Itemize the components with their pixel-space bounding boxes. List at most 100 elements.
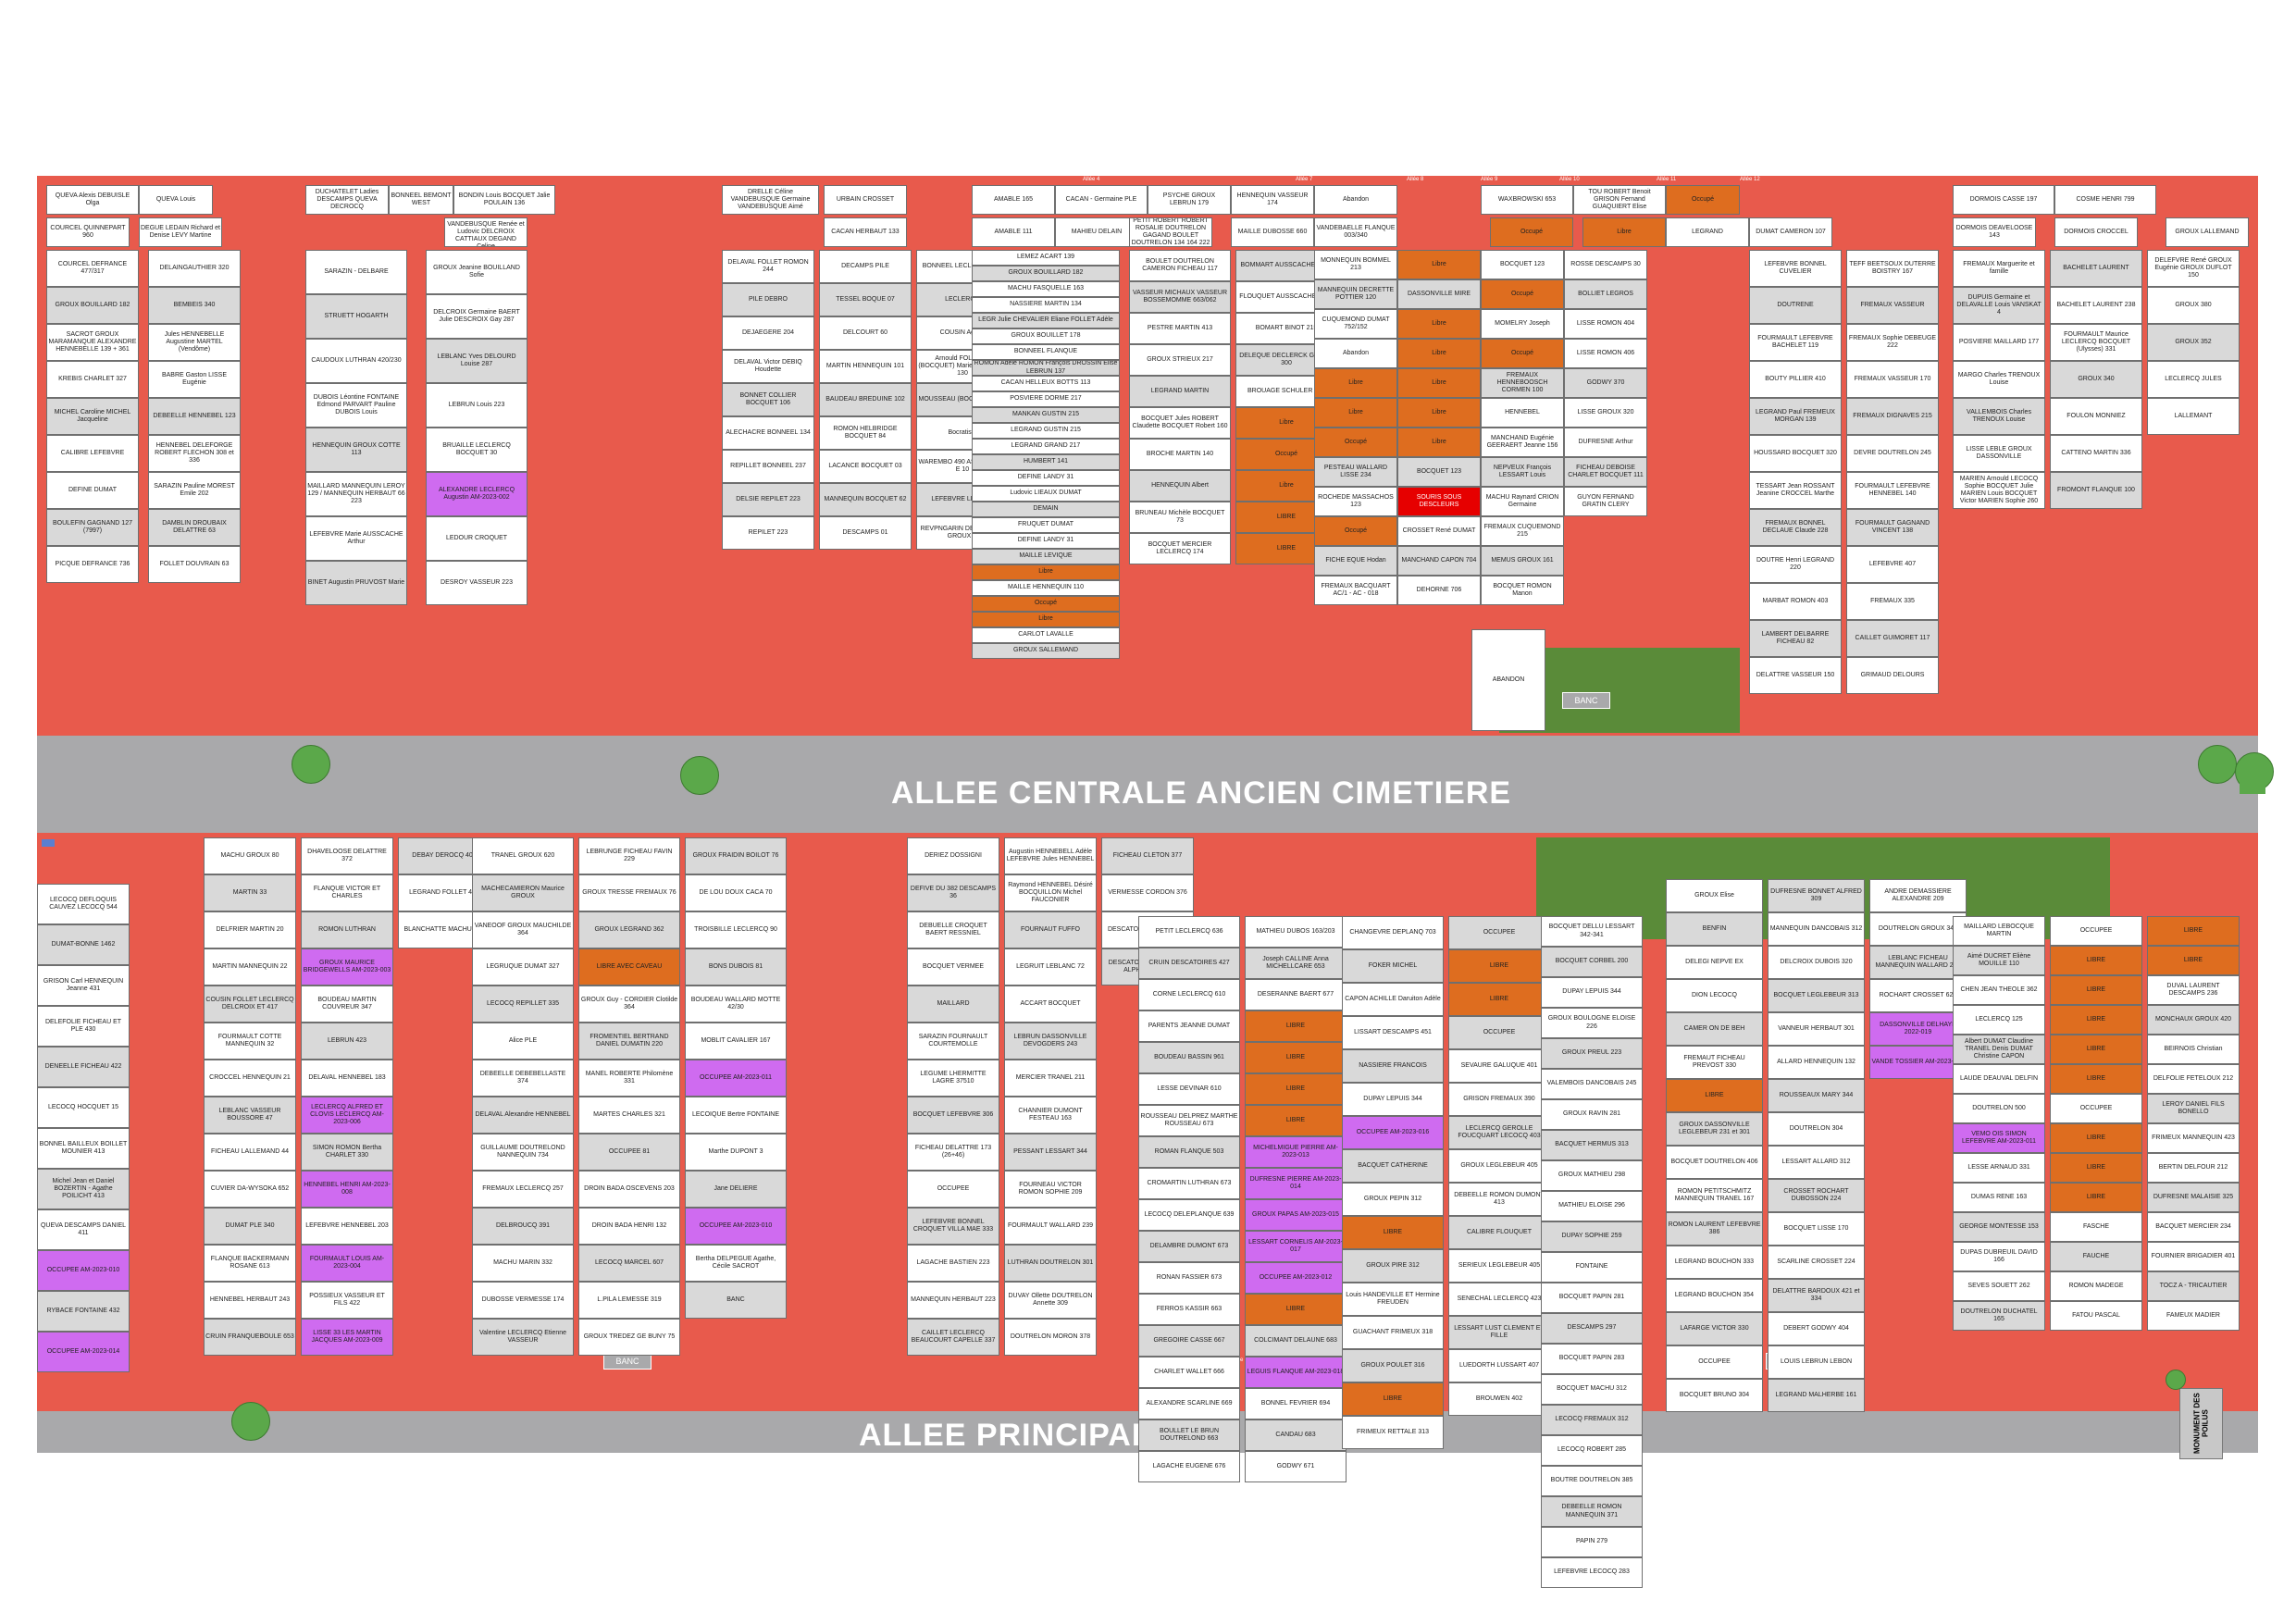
grave-plot[interactable]: FREMAUX Sophie DEBEUGE 222 <box>1846 324 1939 361</box>
grave-plot[interactable]: MARTIN HENNEQUIN 101 <box>819 350 912 383</box>
grave-plot[interactable]: LECOCQ DELEPLANQUE 639 <box>1138 1199 1240 1231</box>
grave-plot[interactable]: DEBERT GODWY 404 <box>1768 1312 1865 1345</box>
grave-plot[interactable]: OCCUPEE AM-2023-012 <box>1245 1262 1347 1294</box>
grave-plot[interactable]: LAUDE DEAUVAL DELFIN <box>1953 1064 2045 1094</box>
grave-plot[interactable]: VANNEUR HERBAUT 301 <box>1768 1012 1865 1046</box>
grave-plot[interactable]: DROIN BADA HENRI 132 <box>578 1208 680 1245</box>
grave-plot[interactable]: FICHE EQUE Hodan <box>1314 546 1397 576</box>
grave-plot[interactable]: MAILLE DUBOSSE 660 <box>1231 217 1314 247</box>
grave-plot[interactable]: LUTHRAN DOUTRELON 301 <box>1004 1245 1097 1282</box>
grave-plot[interactable]: CRUIN DESCATOIRES 427 <box>1138 948 1240 979</box>
grave-plot[interactable]: FOURMAULT Maurice LECLERCQ BOCQUET (Ulys… <box>2050 324 2142 361</box>
grave-plot[interactable]: FOURNIER BRIGADIER 401 <box>2147 1242 2240 1271</box>
grave-plot[interactable]: LISSE ROMON 406 <box>1564 339 1647 368</box>
grave-plot[interactable]: Libre <box>1397 428 1481 457</box>
grave-plot[interactable]: DENEELLE FICHEAU 422 <box>37 1047 130 1087</box>
grave-plot[interactable]: GROUX POULET 316 <box>1342 1349 1444 1382</box>
grave-plot[interactable]: LEGRAND GUSTIN 215 <box>972 423 1120 439</box>
grave-plot[interactable]: BOULLET LE BRUN DOUTRELOND 663 <box>1138 1419 1240 1451</box>
grave-plot[interactable]: Occupé <box>1490 217 1573 247</box>
grave-plot[interactable]: FREMAUX DIGNAVES 215 <box>1846 398 1939 435</box>
grave-plot[interactable]: GUACHANT FRIMEUX 318 <box>1342 1316 1444 1349</box>
grave-plot[interactable]: ROMAN FLANQUE 503 <box>1138 1136 1240 1168</box>
grave-plot[interactable]: CALIBRE LEFEBVRE <box>46 435 139 472</box>
grave-plot[interactable]: LEGRAND <box>1666 217 1749 247</box>
grave-plot[interactable]: BEIRNOIS Christian <box>2147 1035 2240 1064</box>
grave-plot[interactable]: BACHELET LAURENT 238 <box>2050 287 2142 324</box>
grave-plot[interactable]: SARAZIN FOURNAULT COURTEMOLLE <box>907 1023 999 1060</box>
grave-plot[interactable]: LEGUIS FLANQUE AM-2023-018 <box>1245 1357 1347 1388</box>
grave-plot[interactable]: MACHU GROUX 80 <box>204 837 296 874</box>
grave-plot[interactable]: DOUTRELON DUCHATEL 165 <box>1953 1301 2045 1331</box>
grave-plot[interactable]: DAMBLIN DROUBAIX DELATTRE 63 <box>148 509 241 546</box>
grave-plot[interactable]: CROSSET René DUMAT <box>1397 516 1481 546</box>
grave-plot[interactable]: DUBOIS Léontine FONTAINE Edmond PARVART … <box>305 383 407 428</box>
grave-plot[interactable]: BOUDEAU MARTIN COUVREUR 347 <box>301 986 393 1023</box>
grave-plot[interactable]: MAHIEU DELAIN <box>1055 217 1138 247</box>
grave-plot[interactable]: LIBRE <box>1448 949 1550 983</box>
grave-plot[interactable]: BENFIN <box>1666 912 1763 946</box>
grave-plot[interactable]: Occupé <box>1314 516 1397 546</box>
grave-plot[interactable]: LIBRE AVEC CAVEAU <box>578 948 680 986</box>
grave-plot[interactable]: BRUNEAU Michèle BOCQUET 73 <box>1129 502 1231 533</box>
grave-plot[interactable]: BOCQUET LISSE 170 <box>1768 1212 1865 1246</box>
grave-plot[interactable]: LEGRAND GRAND 217 <box>972 439 1120 454</box>
grave-plot[interactable]: DOUTRELON MORON 378 <box>1004 1319 1097 1356</box>
grave-plot[interactable]: BOUDEAU BASSIN 961 <box>1138 1042 1240 1073</box>
grave-plot[interactable]: ALLARD HENNEQUIN 132 <box>1768 1046 1865 1079</box>
grave-plot[interactable]: DESCAMPS 297 <box>1541 1313 1643 1344</box>
grave-plot[interactable]: HOUSSARD BOCQUET 320 <box>1749 435 1842 472</box>
grave-plot[interactable]: DASSONVILLE DELHAYE 2022-019 <box>1869 1012 1967 1046</box>
grave-plot[interactable]: LEFEBVRE BONNEL CUVELIER <box>1749 250 1842 287</box>
grave-plot[interactable]: LOUIS LEBRUN LEBON <box>1768 1345 1865 1379</box>
grave-plot[interactable]: DELCROIX Germaine BAERT Julie DESCROIX G… <box>426 294 527 339</box>
grave-plot[interactable]: CATTENO MARTIN 336 <box>2050 435 2142 472</box>
grave-plot[interactable]: GROUX BOULOGNE ELOISE 226 <box>1541 1008 1643 1038</box>
grave-plot[interactable]: DELCOURT 60 <box>819 316 912 350</box>
grave-plot[interactable]: LESSART CORNELIS AM-2023-017 <box>1245 1231 1347 1262</box>
grave-plot[interactable]: LECLERCQ ALFRED ET CLOVIS LECLERCQ AM-20… <box>301 1097 393 1134</box>
grave-plot[interactable]: OCCUPEE <box>2050 916 2142 946</box>
grave-plot[interactable]: DOUTRE Henri LEGRAND 220 <box>1749 546 1842 583</box>
grave-plot[interactable]: VERMESSE CORDON 376 <box>1101 874 1194 911</box>
grave-plot[interactable]: MATHIEU ELOISE 296 <box>1541 1191 1643 1221</box>
grave-plot[interactable]: GROUX PREUL 223 <box>1541 1038 1643 1069</box>
grave-plot[interactable]: GROUX 352 <box>2147 324 2240 361</box>
grave-plot[interactable]: HENNEQUIN Albert <box>1129 470 1231 502</box>
grave-plot[interactable]: COUSIN FOLLET LECLERCQ DELCROIX ET 417 <box>204 986 296 1023</box>
grave-plot[interactable]: LECOCQ DEFLOQUIS CAUVEZ LECOCQ 544 <box>37 884 130 924</box>
grave-plot[interactable]: TOCZ A - TRICAUTIER <box>2147 1271 2240 1301</box>
grave-plot[interactable]: FASCHE <box>2050 1212 2142 1242</box>
grave-plot[interactable]: BONS DUBOIS 81 <box>685 948 787 986</box>
grave-plot[interactable]: CHEN JEAN THEOLE 362 <box>1953 975 2045 1005</box>
grave-plot[interactable]: FOULON MONNIEZ <box>2050 398 2142 435</box>
grave-plot[interactable]: HENNEQUIN GROUX COTTE 113 <box>305 428 407 472</box>
grave-plot[interactable]: ROMON LAURENT LEFEBVRE 386 <box>1666 1212 1763 1246</box>
grave-plot[interactable]: HUMBERT 141 <box>972 454 1120 470</box>
grave-plot[interactable]: LEBLANC VASSEUR BOUSSORE 47 <box>204 1097 296 1134</box>
grave-plot[interactable]: LEBRUN Louis 223 <box>426 383 527 428</box>
grave-plot[interactable]: CAILLET LECLERCQ BEAUCOURT CAPELLE 337 <box>907 1319 999 1356</box>
grave-plot[interactable]: COLCIMANT DELAUNE 683 <box>1245 1325 1347 1357</box>
grave-plot[interactable]: LESSE ARNAUD 331 <box>1953 1153 2045 1183</box>
grave-plot[interactable]: HENNEBEL HENRI AM-2023-008 <box>301 1171 393 1208</box>
grave-plot[interactable]: LIBRE <box>1245 1010 1347 1042</box>
grave-plot[interactable]: Occupé <box>1666 185 1740 215</box>
grave-plot[interactable]: BOCQUET LEGLEBEUR 313 <box>1768 979 1865 1012</box>
grave-plot[interactable]: Augustin HENNEBELL Adèle LEFEBVRE Jules … <box>1004 837 1097 874</box>
grave-plot[interactable]: DUPAY SOPHIE 259 <box>1541 1221 1643 1252</box>
grave-plot[interactable]: GROUX PEPIN 312 <box>1342 1183 1444 1216</box>
grave-plot[interactable]: LEGRAND Paul FREMEUX MORGAN 139 <box>1749 398 1842 435</box>
grave-plot[interactable]: POSVIERE MAILLARD 177 <box>1953 324 2045 361</box>
grave-plot[interactable]: LIBRE <box>2050 975 2142 1005</box>
grave-plot[interactable]: ROMON LUTHRAN <box>301 911 393 948</box>
grave-plot[interactable]: Albert DUMAT Claudine TRANEL Denis DUMAT… <box>1953 1035 2045 1064</box>
grave-plot[interactable]: FREMAUX LECLERCQ 257 <box>472 1171 574 1208</box>
grave-plot[interactable]: LIBRE <box>2147 916 2240 946</box>
grave-plot[interactable]: FREMAUX BONNEL DECLAUE Claude 228 <box>1749 509 1842 546</box>
grave-plot[interactable]: ROMON HELBRIDGE BOCQUET 84 <box>819 416 912 450</box>
grave-plot[interactable]: DUFRESNE BONNET ALFRED 309 <box>1768 879 1865 912</box>
grave-plot[interactable]: DELAVAL Alexandre HENNEBEL <box>472 1097 574 1134</box>
grave-plot[interactable]: FOURNEAU VICTOR ROMON SOPHIE 209 <box>1004 1171 1097 1208</box>
grave-plot[interactable]: MOMELRY Joseph <box>1481 309 1564 339</box>
